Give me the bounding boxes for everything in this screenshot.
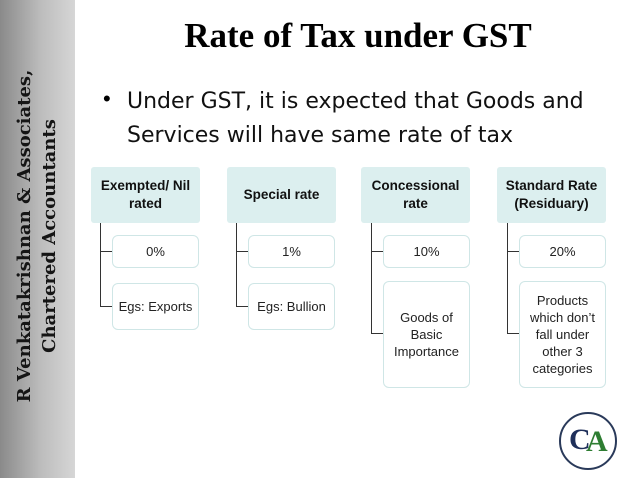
category-example-exempted: Egs: Exports — [112, 283, 199, 330]
firm-name: R Venkatakrishnan & Associates, Chartere… — [12, 16, 62, 456]
connector-line — [100, 251, 112, 252]
category-example-special: Egs: Bullion — [248, 283, 335, 330]
connector-line — [236, 306, 248, 307]
connector-line — [371, 223, 372, 334]
category-rate-standard: 20% — [519, 235, 606, 268]
category-example-concessional: Goods of Basic Importance — [383, 281, 470, 388]
category-heading-exempted: Exempted/ Nil rated — [91, 167, 200, 223]
ca-logo-c: C — [569, 423, 591, 456]
connector-line — [371, 333, 383, 334]
connector-line — [236, 251, 248, 252]
category-rate-concessional: 10% — [383, 235, 470, 268]
category-example-standard: Products which don’t fall under other 3 … — [519, 281, 606, 388]
connector-line — [507, 333, 519, 334]
category-rate-special: 1% — [248, 235, 335, 268]
ca-logo-a: A — [586, 425, 608, 458]
connector-line — [371, 251, 383, 252]
connector-line — [507, 251, 519, 252]
bullet-marker: • — [103, 86, 111, 111]
slide-title: Rate of Tax under GST — [184, 16, 532, 55]
firm-name-line1: R Venkatakrishnan & Associates, — [14, 69, 35, 403]
ca-logo: C A — [559, 412, 617, 470]
connector-line — [100, 223, 101, 307]
category-rate-exempted: 0% — [112, 235, 199, 268]
connector-line — [507, 223, 508, 334]
firm-sidebar: R Venkatakrishnan & Associates, Chartere… — [0, 0, 75, 478]
category-heading-concessional: Concessional rate — [361, 167, 470, 223]
firm-name-line2: Chartered Accountants — [39, 119, 60, 353]
category-heading-standard: Standard Rate (Residuary) — [497, 167, 606, 223]
category-heading-special: Special rate — [227, 167, 336, 223]
connector-line — [236, 223, 237, 307]
connector-line — [100, 306, 112, 307]
bullet-text: Under GST, it is expected that Goods and… — [127, 89, 584, 148]
